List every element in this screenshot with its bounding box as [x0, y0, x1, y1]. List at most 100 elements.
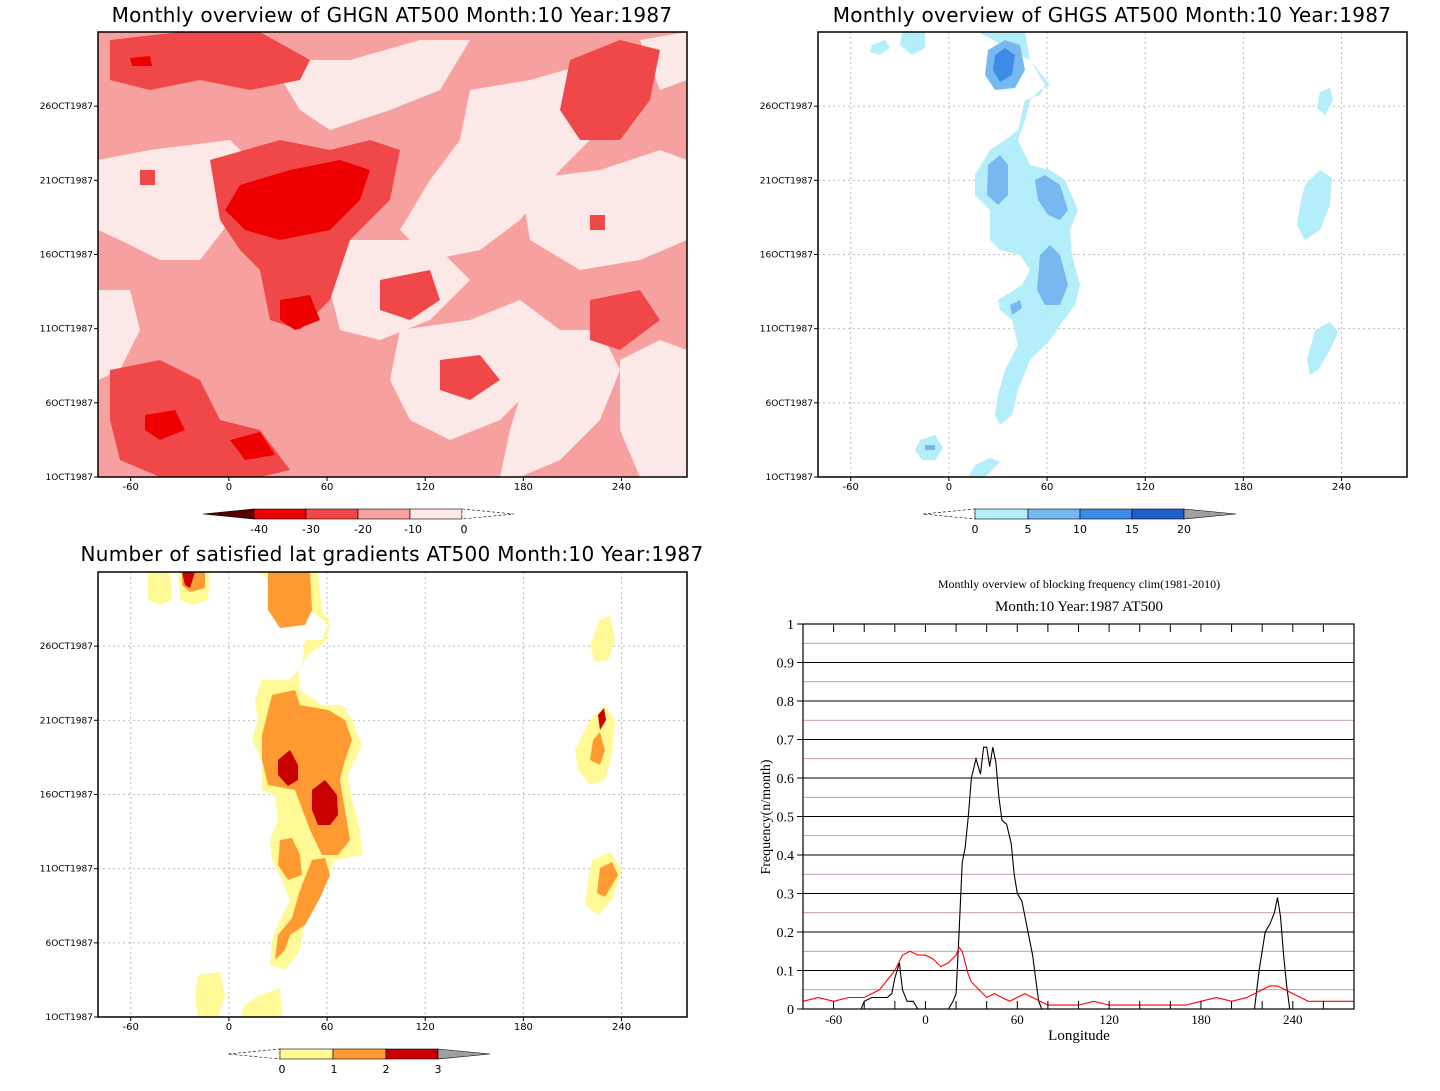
freq-ytick-label: 1: [787, 618, 794, 633]
ghgn-field: [98, 32, 687, 477]
freq-lines: [802, 746, 1354, 1010]
ghgs-cb-label: 10: [1073, 523, 1087, 536]
ghgs-cb-start: [922, 508, 976, 520]
ghgn-colorbar: -40 -30 -20 -10 0: [202, 508, 515, 536]
ghgs-xtick-label: 0: [946, 482, 952, 493]
lat-colorbar: 0 1 2 3: [227, 1048, 491, 1076]
lat-ytick-label: 26OCT1987: [40, 642, 93, 652]
freq-ylabel: Frequency(n/month): [759, 759, 774, 874]
ghgs-panel: Monthly overview of GHGS AT500 Month:10 …: [760, 3, 1408, 536]
lat-ytick-label: 16OCT1987: [40, 791, 93, 801]
ghgs-field: [818, 32, 1407, 477]
ghgs-ytick-label: 1OCT1987: [766, 473, 814, 483]
ghgn-xtick-label: 0: [226, 482, 232, 493]
lat-panel: Number of satisfied lat gradients AT500 …: [40, 542, 704, 1076]
ghgn-cb-seg-2: [253, 508, 307, 520]
ghgs-ytick-label: 21OCT1987: [760, 176, 813, 186]
ghgn-title: Monthly overview of GHGN AT500 Month:10 …: [112, 3, 673, 27]
ghgn-cb-end: [461, 508, 515, 520]
ghgs-cb-label: 0: [972, 523, 979, 536]
ghgs-colorbar: 0 5 10 15 20: [922, 508, 1237, 536]
ghgs-cb-seg-1: [974, 508, 1029, 520]
ghgs-axes: -60 0 60 120 180 240 1OCT1987 6OCT1987 11OCT1987…: [760, 102, 1351, 493]
lat-xtick-label: 120: [416, 1022, 435, 1033]
lat-xtick-label: -60: [123, 1022, 139, 1033]
freq-series-line-1: [803, 746, 1354, 1010]
lat-cb-label: 2: [383, 1063, 390, 1076]
freq-xtick-label: 240: [1283, 1012, 1303, 1027]
ghgn-cb-seg-3: [305, 508, 359, 520]
lat-cb-start: [227, 1048, 281, 1060]
ghgn-xtick-label: -60: [123, 482, 139, 493]
lat-cb-seg-2: [332, 1048, 387, 1060]
ghgn-axes: -60 0 60 120 180 240 1OCT1987 6OCT1987 11OCT1987…: [40, 102, 631, 493]
ghgn-xtick-label: 60: [321, 482, 334, 493]
ghgs-xtick-label: 60: [1041, 482, 1054, 493]
ghgs-title: Monthly overview of GHGS AT500 Month:10 …: [833, 3, 1392, 27]
freq-subtitle: Month:10 Year:1987 AT500: [995, 599, 1163, 615]
lat-cb-seg-3: [385, 1048, 439, 1060]
freq-grid: [803, 642, 1354, 991]
freq-panel: Monthly overview of blocking frequency c…: [759, 577, 1355, 1044]
lat-axes: -60 0 60 120 180 240 1OCT1987 6OCT1987 11OCT1987…: [40, 642, 631, 1033]
freq-series-line-2: [802, 946, 1354, 1006]
ghgn-cb-label: -10: [404, 523, 422, 536]
ghgs-cb-label: 5: [1025, 523, 1032, 536]
freq-ytick-label: 0.7: [777, 734, 795, 749]
freq-title: Monthly overview of blocking frequency c…: [938, 577, 1220, 591]
ghgn-panel: Monthly overview of GHGN AT500 Month:10 …: [40, 3, 688, 536]
lat-xtick-label: 240: [612, 1022, 631, 1033]
freq-xtick-label: 60: [1011, 1012, 1024, 1027]
freq-ytick-label: 0.1: [777, 965, 795, 980]
lat-ytick-label: 6OCT1987: [46, 939, 94, 949]
freq-ytick-label: 0.9: [777, 657, 795, 672]
ghgs-cb-seg-4: [1131, 508, 1185, 520]
ghgn-cb-label: -40: [250, 523, 268, 536]
ghgn-ytick-label: 1OCT1987: [46, 473, 94, 483]
ghgn-xtick-label: 180: [514, 482, 533, 493]
freq-ytick-label: 0.4: [777, 849, 795, 864]
ghgn-cb-seg-4: [357, 508, 411, 520]
freq-ytick-label: 0.2: [777, 926, 795, 941]
ghgs-cb-label: 15: [1125, 523, 1139, 536]
ghgs-xtick-label: 240: [1332, 482, 1351, 493]
ghgn-xtick-label: 240: [612, 482, 631, 493]
ghgs-ytick-label: 16OCT1987: [760, 251, 813, 261]
lat-xtick-label: 60: [321, 1022, 334, 1033]
ghgn-cb-label: -20: [354, 523, 372, 536]
ghgn-cb-label: 0: [461, 523, 468, 536]
freq-xlabel: Longitude: [1048, 1028, 1110, 1044]
ghgs-cb-seg-3: [1079, 508, 1133, 520]
lat-cb-seg-4: [437, 1048, 491, 1060]
ghgs-ytick-label: 11OCT1987: [760, 325, 813, 335]
ghgs-ytick-label: 6OCT1987: [766, 399, 814, 409]
ghgs-cb-seg-2: [1027, 508, 1081, 520]
ghgs-xtick-label: -60: [843, 482, 859, 493]
lat-cb-seg-1: [279, 1048, 334, 1060]
lat-cb-label: 3: [435, 1063, 442, 1076]
lat-cb-label: 0: [279, 1063, 286, 1076]
lat-xtick-label: 0: [226, 1022, 232, 1033]
lat-title: Number of satisfied lat gradients AT500 …: [81, 542, 704, 566]
ghgn-xtick-label: 120: [416, 482, 435, 493]
ghgn-ytick-label: 16OCT1987: [40, 251, 93, 261]
ghgn-ytick-label: 21OCT1987: [40, 176, 93, 186]
ghgs-cb-seg-5: [1183, 508, 1237, 520]
ghgn-ytick-label: 6OCT1987: [46, 399, 94, 409]
lat-field: [98, 572, 687, 1017]
freq-ytick-label: 0.6: [777, 772, 795, 787]
freq-xtick-label: -60: [825, 1012, 842, 1027]
ghgs-ytick-label: 26OCT1987: [760, 102, 813, 112]
lat-cb-label: 1: [331, 1063, 338, 1076]
ghgs-xtick-label: 180: [1234, 482, 1253, 493]
ghgn-ytick-label: 11OCT1987: [40, 325, 93, 335]
freq-xtick-label: 120: [1099, 1012, 1119, 1027]
freq-ytick-label: 0: [787, 1003, 794, 1018]
lat-ytick-label: 11OCT1987: [40, 865, 93, 875]
ghgn-cb-label: -30: [302, 523, 320, 536]
ghgn-cb-seg-1: [202, 508, 255, 520]
freq-ytick-label: 0.3: [777, 888, 795, 903]
lat-ytick-label: 21OCT1987: [40, 716, 93, 726]
ghgs-xtick-label: 120: [1136, 482, 1155, 493]
lat-xtick-label: 180: [514, 1022, 533, 1033]
